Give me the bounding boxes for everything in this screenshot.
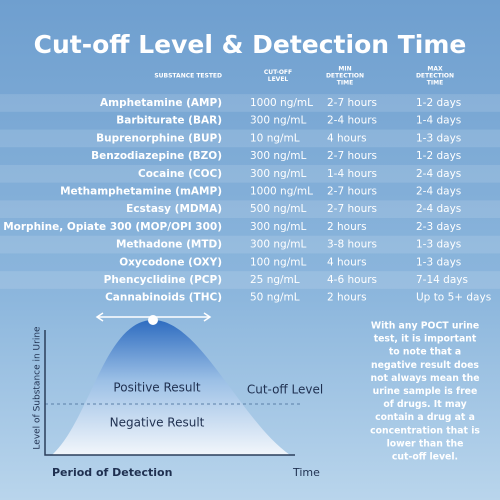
note-line: not always mean the	[370, 373, 479, 384]
substance-cell: Ecstasy (MDMA)	[126, 203, 222, 215]
row-stripe	[0, 235, 500, 254]
header-cell: LEVEL	[268, 76, 289, 83]
table-cell: 2-7 hours	[327, 186, 377, 198]
table-cell: 500 ng/mL	[250, 203, 306, 215]
table-cell: 1000 ng/mL	[250, 186, 313, 198]
table-cell: 1-3 days	[416, 239, 461, 251]
header-cell: MIN	[338, 66, 351, 73]
table-cell: 2-4 days	[416, 168, 461, 180]
x-axis-label: Period of Detection	[52, 466, 172, 479]
substance-cell: Oxycodone (OXY)	[119, 256, 222, 268]
table-cell: 4 hours	[327, 256, 367, 268]
axes	[44, 330, 295, 456]
note-line: test, it is important	[374, 334, 477, 345]
table-cell: 1-3 days	[416, 256, 461, 268]
table-cell: 10 ng/mL	[250, 132, 300, 144]
note-line: cut-off level.	[392, 452, 458, 463]
substance-cell: Amphetamine (AMP)	[100, 97, 222, 109]
substance-cell: Methadone (MTD)	[116, 239, 222, 251]
header-cell: TIME	[337, 80, 353, 87]
substance-cell: Buprenorphine (BUP)	[96, 132, 222, 144]
row-stripe	[0, 164, 500, 183]
note: With any POCT urine test, it is important…	[370, 321, 480, 463]
table-cell: 50 ng/mL	[250, 292, 300, 304]
table-cell: 300 ng/mL	[250, 239, 306, 251]
substance-cell: Barbiturate (BAR)	[116, 115, 222, 127]
row-stripe	[0, 271, 500, 289]
substance-cell: Cocaine (COC)	[138, 168, 222, 180]
table-cell: 4-6 hours	[327, 274, 377, 286]
table-cell: 1-4 hours	[327, 168, 377, 180]
header-cell: MAX	[427, 66, 443, 73]
curve	[52, 320, 290, 455]
x-axis-end: Time	[292, 466, 320, 479]
table-cell: 1-2 days	[416, 97, 461, 109]
header-cell: CUT-OFF	[264, 69, 292, 76]
table-cell: 2-4 days	[416, 203, 461, 215]
table-cell: 2-7 hours	[327, 97, 377, 109]
table-cell: 2-4 hours	[327, 115, 377, 127]
table-cell: 1-2 days	[416, 150, 461, 162]
note-line: contain a drug at a	[375, 412, 475, 423]
substance-cell: Methamphetamine (mAMP)	[60, 186, 222, 198]
negative-label: Negative Result	[110, 416, 205, 430]
peak-dot	[148, 315, 158, 325]
header-cell: TIME	[427, 80, 443, 87]
table: SUBSTANCE TESTED CUT-OFFLEVELMINDETECTION…	[0, 66, 500, 304]
y-axis-label: Level of Substance in Urine	[33, 326, 43, 450]
substance-cell: Cannabinoids (THC)	[105, 292, 222, 304]
table-cell: 300 ng/mL	[250, 150, 306, 162]
header-cell: DETECTION	[326, 73, 364, 80]
substance-cell: Benzodiazepine (BZO)	[91, 150, 222, 162]
table-cell: 300 ng/mL	[250, 115, 306, 127]
table-cell: 4 hours	[327, 132, 367, 144]
table-cell: 1000 ng/mL	[250, 97, 313, 109]
note-line: lower than the	[387, 438, 464, 449]
cutoff-label: Cut-off Level	[247, 383, 323, 397]
positive-label: Positive Result	[113, 381, 200, 395]
note-line: With any POCT urine	[371, 321, 479, 332]
table-cell: 3-8 hours	[327, 239, 377, 251]
note-line: of drugs. It may	[383, 399, 466, 410]
note-line: urine sample is free	[373, 386, 478, 397]
row-stripe	[0, 200, 500, 219]
table-cell: 7-14 days	[416, 274, 468, 286]
table-cell: 100 ng/mL	[250, 256, 306, 268]
header-cell: SUBSTANCE TESTED	[154, 73, 222, 80]
note-line: concentration that is	[370, 425, 480, 436]
row-stripe	[0, 94, 500, 112]
table-cell: 1-3 days	[416, 132, 461, 144]
note-line: negative result does	[371, 360, 479, 371]
arrow-heads	[95, 312, 212, 322]
table-cell: 2-7 hours	[327, 203, 377, 215]
title: Cut-off Level & Detection Time	[34, 30, 467, 59]
diagram: Positive Result Negative Result Cut-off …	[33, 312, 323, 479]
table-cell: 300 ng/mL	[250, 221, 306, 233]
table-cell: 1-4 days	[416, 115, 461, 127]
table-cell: 25 ng/mL	[250, 274, 300, 286]
substance-cell: Morphine, Opiate 300 (MOP/OPI 300)	[3, 221, 222, 233]
table-cell: 2-4 days	[416, 186, 461, 198]
table-cell: 2-7 hours	[327, 150, 377, 162]
header-cell: DETECTION	[416, 73, 454, 80]
table-cell: 300 ng/mL	[250, 168, 306, 180]
note-line: to note that a	[389, 347, 461, 358]
table-cell: Up to 5+ days	[416, 292, 491, 304]
substance-cell: Phencyclidine (PCP)	[104, 274, 222, 286]
table-cell: 2-3 days	[416, 221, 461, 233]
table-cell: 2 hours	[327, 292, 367, 304]
row-stripe	[0, 129, 500, 148]
table-cell: 2 hours	[327, 221, 367, 233]
